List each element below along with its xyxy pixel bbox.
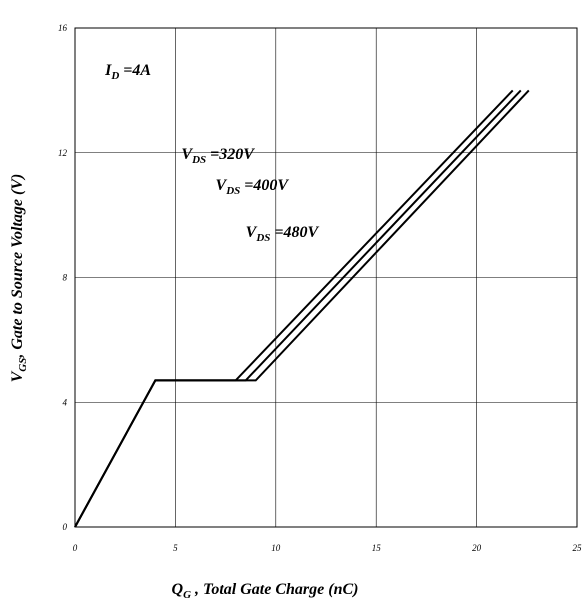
annotation: VDS =400V xyxy=(216,177,290,197)
annotation-sub: DS xyxy=(255,232,270,244)
annotation-sub: DS xyxy=(225,185,240,197)
annotation-rest: =480V xyxy=(270,224,319,241)
annotation-main: I xyxy=(104,62,112,79)
annotation-sub: D xyxy=(110,70,119,82)
tick-labels: 0 5 10 15 20 25 0 4 8 12 16 xyxy=(58,23,582,553)
annotation: VDS =320V xyxy=(181,146,255,166)
annotation-main: V xyxy=(216,177,228,194)
series-line-1 xyxy=(74,89,514,528)
y-tick-label: 0 xyxy=(63,522,68,532)
annotation-sub: DS xyxy=(191,154,206,166)
x-axis-title: QG , Total Gate Charge (nC) xyxy=(172,581,359,601)
y-tick-label: 4 xyxy=(63,397,68,407)
annotation-main: V xyxy=(181,146,193,163)
y-tick-label: 8 xyxy=(63,273,68,283)
y-axis-title-main: V xyxy=(9,370,26,382)
x-axis-title-sub: G xyxy=(183,589,191,601)
x-tick-label: 0 xyxy=(73,543,78,553)
x-tick-label: 20 xyxy=(472,543,482,553)
series-line-2 xyxy=(74,89,522,528)
annotation-rest: =400V xyxy=(240,177,289,194)
x-tick-label: 5 xyxy=(173,543,178,553)
annotation-main: V xyxy=(246,224,258,241)
y-axis-title: VGS, Gate to Source Voltage (V) xyxy=(9,174,29,383)
x-tick-label: 15 xyxy=(372,543,382,553)
y-tick-label: 12 xyxy=(58,148,68,158)
x-tick-label: 25 xyxy=(573,543,582,553)
x-axis-title-main: Q xyxy=(172,581,184,598)
annotation: VDS =480V xyxy=(246,224,320,244)
series-lines xyxy=(74,89,530,528)
x-tick-label: 10 xyxy=(271,543,281,553)
series-line-3 xyxy=(74,89,530,528)
y-tick-label: 16 xyxy=(58,23,68,33)
annotation-rest: =320V xyxy=(206,146,255,163)
x-axis-title-rest: , Total Gate Charge (nC) xyxy=(191,581,358,598)
y-axis-title-rest: , Gate to Source Voltage (V) xyxy=(9,174,26,359)
grid xyxy=(75,28,577,527)
annotation-rest: =4A xyxy=(119,62,151,79)
y-axis-title-sub: GS xyxy=(17,358,29,372)
annotation: ID =4A xyxy=(104,62,151,82)
